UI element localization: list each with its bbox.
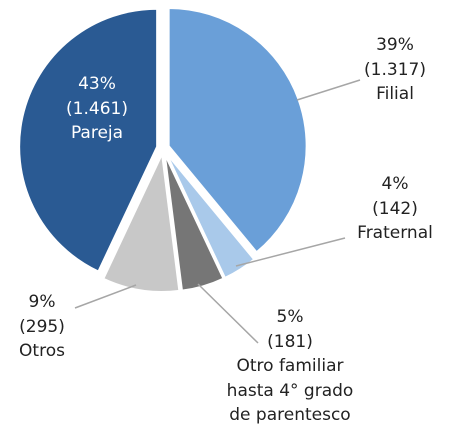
value-label: 43% [78,74,116,94]
count-label: (181) [267,331,313,352]
category-label: Otro familiar hasta 4° grado de parentes… [226,356,354,425]
slice-label: 39% (1.317) Filial [335,33,452,107]
value-label: 9% [28,292,56,312]
category-label: Filial [376,84,414,104]
count-label: (1.317) [364,59,426,80]
slice-label: 4% (142) Fraternal [335,172,452,246]
pie-slice [101,150,181,293]
count-label: (295) [19,316,65,337]
pie-slice [163,153,225,292]
leader-line [74,284,137,309]
count-label: (142) [372,198,418,219]
count-label: (1.461) [66,98,128,119]
pie-slice [18,7,159,273]
leader-line [197,283,259,344]
pie-slice [165,152,256,280]
slice-label: 43% (1.461) Pareja [42,72,152,146]
value-label: 39% [376,35,414,55]
category-label: Otros [19,341,65,361]
category-label: Pareja [70,123,124,143]
value-label: 5% [276,307,304,327]
value-label: 4% [381,174,409,194]
category-label: Fraternal [357,223,433,243]
leader-line [296,79,361,101]
slice-label: 5% (181) Otro familiar hasta 4° grado de p… [218,305,363,428]
slice-label: 9% (295) Otros [2,290,82,364]
leader-line [235,237,346,267]
